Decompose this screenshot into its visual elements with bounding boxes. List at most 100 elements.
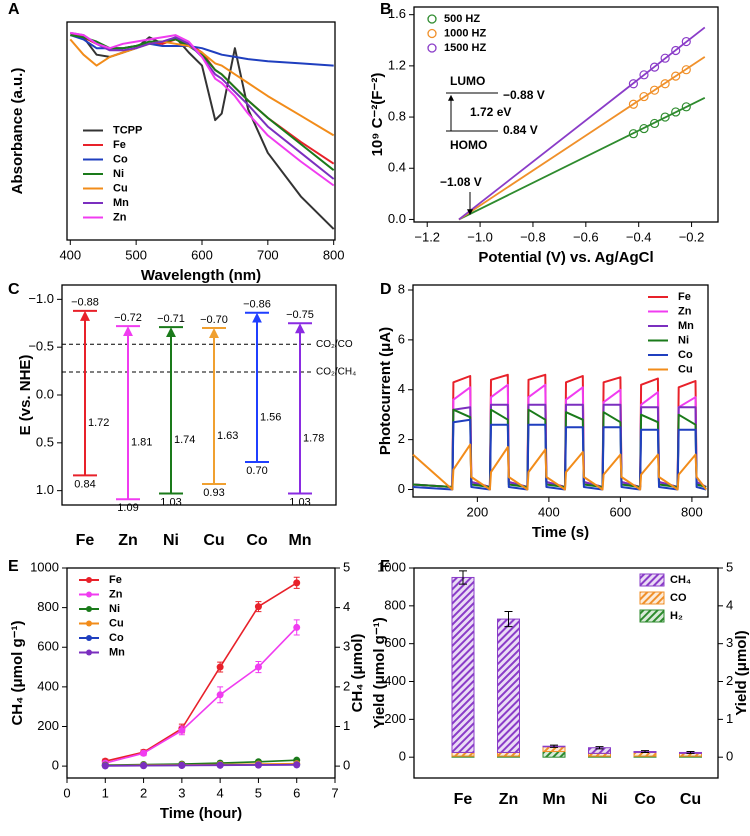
legend-marker: [86, 577, 92, 583]
legend-swatch: [639, 591, 665, 605]
data-point: [649, 62, 660, 72]
series-line: [69, 38, 335, 137]
y-tick-label: 600: [384, 635, 406, 650]
y-tick-label: 200: [384, 711, 406, 726]
y2-tick-label: 5: [726, 559, 733, 574]
legend-label: Co: [113, 153, 128, 165]
x-tick-label: 2: [140, 785, 147, 800]
y-tick-label: 0.0: [36, 386, 54, 401]
x-tick-label: 7: [331, 785, 338, 800]
y-axis-label: Yield (μmol g⁻¹): [371, 617, 388, 729]
data-point: [639, 123, 649, 134]
homo-label: 0.84: [74, 478, 95, 490]
y-tick-label: 800: [37, 599, 59, 614]
x-tick-label: 700: [257, 247, 279, 262]
data-point: [649, 85, 660, 95]
y-axis-label: Absorbance (a.u.): [9, 68, 26, 195]
bar-segment: [451, 751, 475, 757]
error-bar: [550, 744, 558, 748]
x-tick-label: 4: [217, 785, 224, 800]
series-line: [70, 34, 335, 171]
series-line: [412, 418, 707, 491]
x-tick-label: 600: [610, 504, 632, 519]
lumo-label: −0.75: [286, 309, 314, 321]
lumo-label: −0.71: [157, 313, 185, 325]
x-tick-label: 0: [63, 785, 70, 800]
homo-label: 0.93: [203, 487, 224, 499]
y2-tick-label: 0: [343, 758, 350, 773]
y-tick-label: 1.6: [388, 6, 406, 21]
data-point: [660, 79, 670, 89]
panel-label: A: [8, 1, 20, 18]
legend-label: Fe: [109, 574, 122, 586]
lumo-label: −0.86: [243, 299, 271, 311]
annotation: −0.88 V: [503, 88, 545, 102]
homo-label: 1.03: [160, 496, 181, 508]
y-tick-label: 6: [398, 331, 405, 346]
data-point: [671, 107, 681, 117]
bar-segment: [542, 751, 566, 758]
x-tick-label: 600: [191, 247, 213, 262]
x-tick-label: 200: [467, 504, 489, 519]
lumo-label: −0.72: [114, 312, 142, 324]
plot-frame: [66, 21, 336, 241]
x-tick-label: 6: [293, 785, 300, 800]
homo-label: 1.03: [289, 496, 310, 508]
error-bar: [686, 751, 695, 754]
y-tick-label: 4: [398, 381, 405, 396]
y-tick-label: 0: [398, 481, 405, 496]
x-tick-label: 1: [102, 785, 109, 800]
legend-label: 1000 HZ: [444, 27, 486, 39]
series-line: [105, 626, 298, 764]
data-point: [254, 761, 262, 769]
bar-segment: [451, 576, 475, 753]
data-point: [178, 726, 186, 734]
x-tick-label: 5: [255, 785, 262, 800]
data-point: [681, 36, 691, 47]
y-tick-label: 1.0: [36, 482, 54, 497]
category-label: Fe: [454, 791, 473, 808]
plot-frame: [412, 284, 709, 498]
legend-label: Ni: [678, 334, 689, 346]
fit-line: [458, 56, 706, 221]
y-tick-label: 0: [399, 749, 406, 764]
panel-label: E: [8, 558, 19, 575]
y-tick-label: −0.5: [28, 339, 54, 354]
y2-tick-label: 4: [726, 597, 733, 612]
legend-label: Ni: [109, 603, 120, 615]
category-label: Cu: [203, 532, 224, 549]
data-point: [628, 99, 639, 109]
y-axis-label: CH₄ (μmol g⁻¹): [9, 620, 26, 725]
y-tick-label: 400: [37, 678, 59, 693]
plot-frame: [66, 567, 336, 779]
x-tick-label: 800: [323, 247, 345, 262]
category-label: Cu: [680, 791, 701, 808]
legend-marker: [86, 620, 92, 627]
panel-label: D: [380, 281, 392, 298]
panel-label: C: [8, 281, 20, 298]
data-point: [293, 761, 301, 769]
x-axis-label: Time (hour): [160, 805, 242, 822]
legend-label: CH₄: [670, 574, 691, 586]
data-point: [254, 603, 262, 611]
x-tick-label: −0.2: [679, 229, 705, 244]
legend-label: Co: [678, 349, 693, 361]
x-tick-label: −0.4: [626, 229, 652, 244]
legend-marker: [86, 635, 92, 641]
data-point: [660, 112, 670, 122]
data-point: [671, 45, 681, 56]
y-tick-label: 0: [52, 758, 59, 773]
legend-swatch: [639, 609, 665, 623]
y-tick-label: 0.0: [388, 211, 406, 226]
legend-marker: [86, 649, 92, 656]
y-tick-label: 400: [384, 673, 406, 688]
y2-tick-label: 4: [343, 599, 350, 614]
data-point: [216, 761, 224, 769]
y2-tick-label: 2: [343, 678, 350, 693]
x-tick-label: 3: [178, 785, 185, 800]
x-tick-label: 400: [59, 247, 81, 262]
legend-label: Cu: [113, 182, 128, 194]
annotation: LUMO: [450, 74, 485, 88]
legend-marker: [86, 591, 92, 598]
plot-frame: [413, 567, 719, 779]
